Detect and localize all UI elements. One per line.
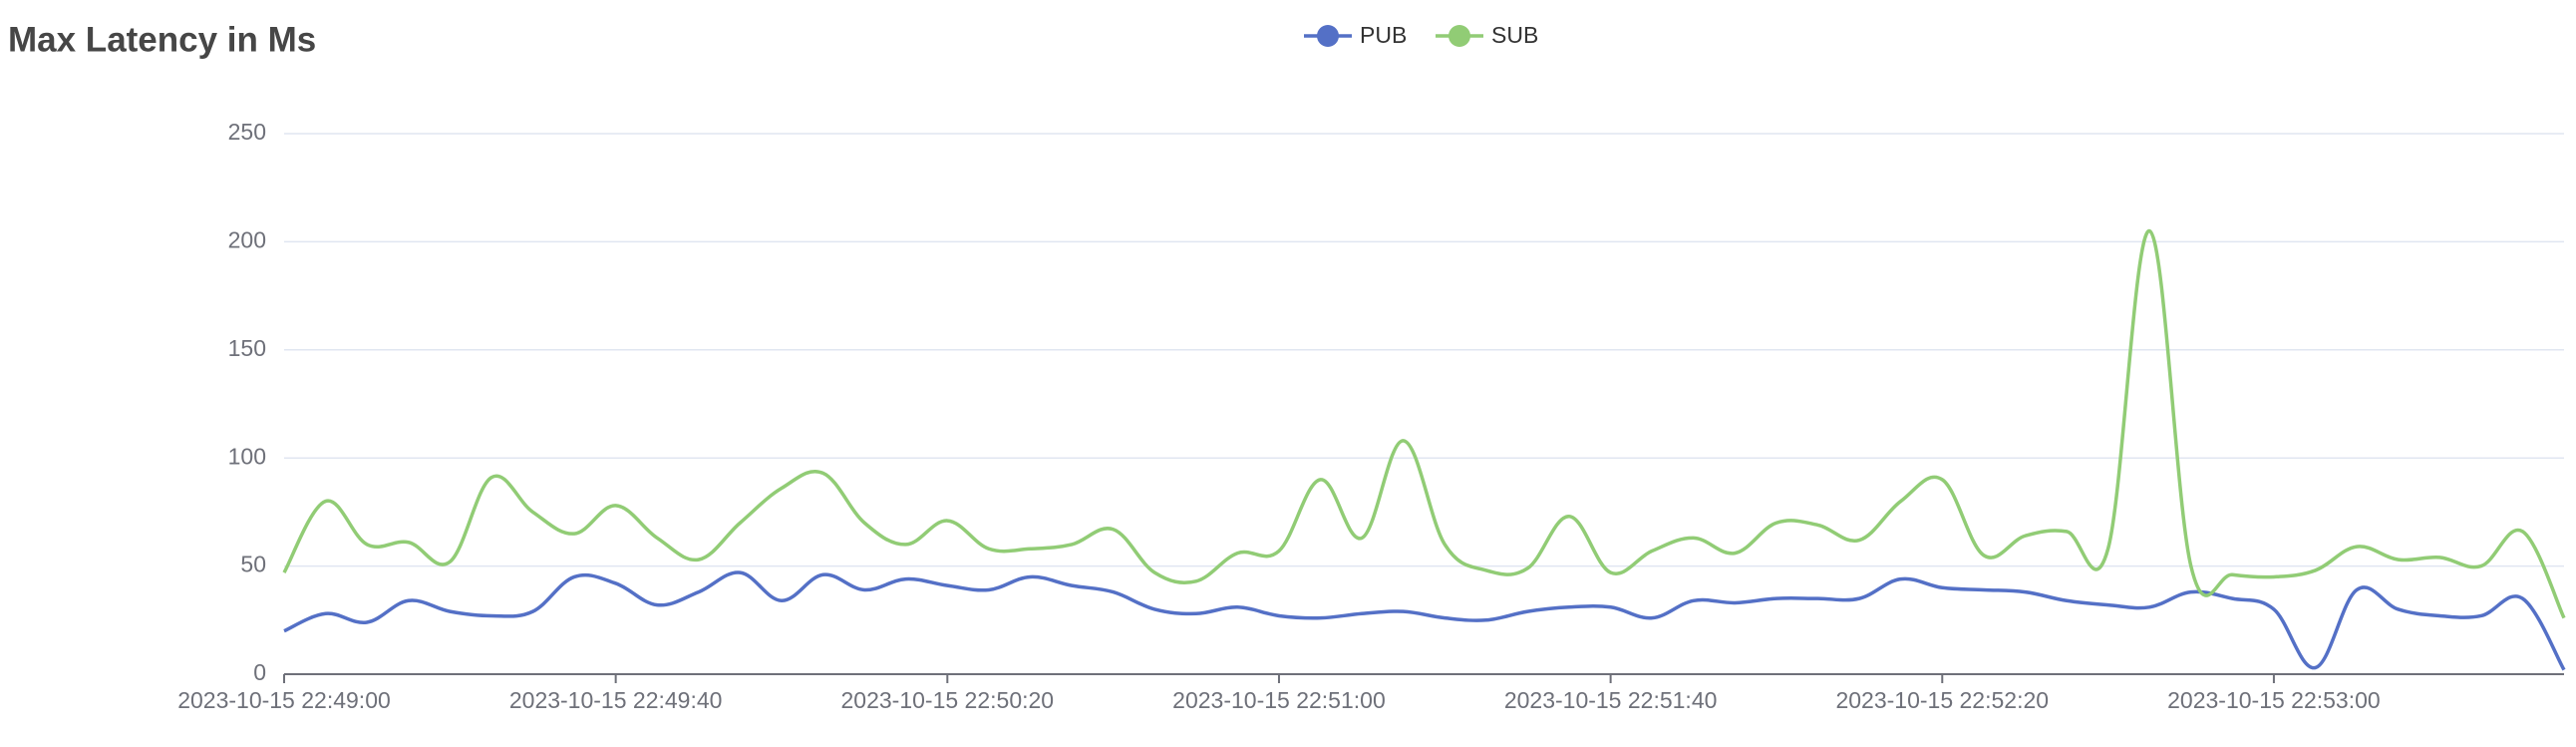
y-tick-label: 200 bbox=[228, 226, 266, 252]
x-tick-label: 2023-10-15 22:49:40 bbox=[509, 687, 723, 713]
line-series bbox=[282, 228, 2566, 619]
y-tick-label: 150 bbox=[228, 335, 266, 361]
x-tick-label: 2023-10-15 22:51:00 bbox=[1172, 687, 1386, 713]
legend-label: SUB bbox=[1491, 22, 1538, 48]
x-tick-label: 2023-10-15 22:49:00 bbox=[177, 687, 391, 713]
chart-title: Max Latency in Ms bbox=[8, 20, 316, 59]
x-tick-label: 2023-10-15 22:52:20 bbox=[1835, 687, 2049, 713]
x-tick-label: 2023-10-15 22:50:20 bbox=[841, 687, 1055, 713]
line-series bbox=[283, 570, 2566, 671]
y-tick-label: 100 bbox=[228, 443, 266, 469]
legend-marker bbox=[1449, 25, 1470, 47]
x-tick-label: 2023-10-15 22:53:00 bbox=[2167, 687, 2381, 713]
x-tick-label: 2023-10-15 22:51:40 bbox=[1504, 687, 1718, 713]
y-tick-label: 250 bbox=[228, 119, 266, 145]
legend-marker bbox=[1317, 25, 1339, 47]
legend-label: PUB bbox=[1360, 22, 1407, 48]
y-tick-label: 0 bbox=[253, 659, 266, 685]
y-tick-label: 50 bbox=[240, 552, 266, 577]
